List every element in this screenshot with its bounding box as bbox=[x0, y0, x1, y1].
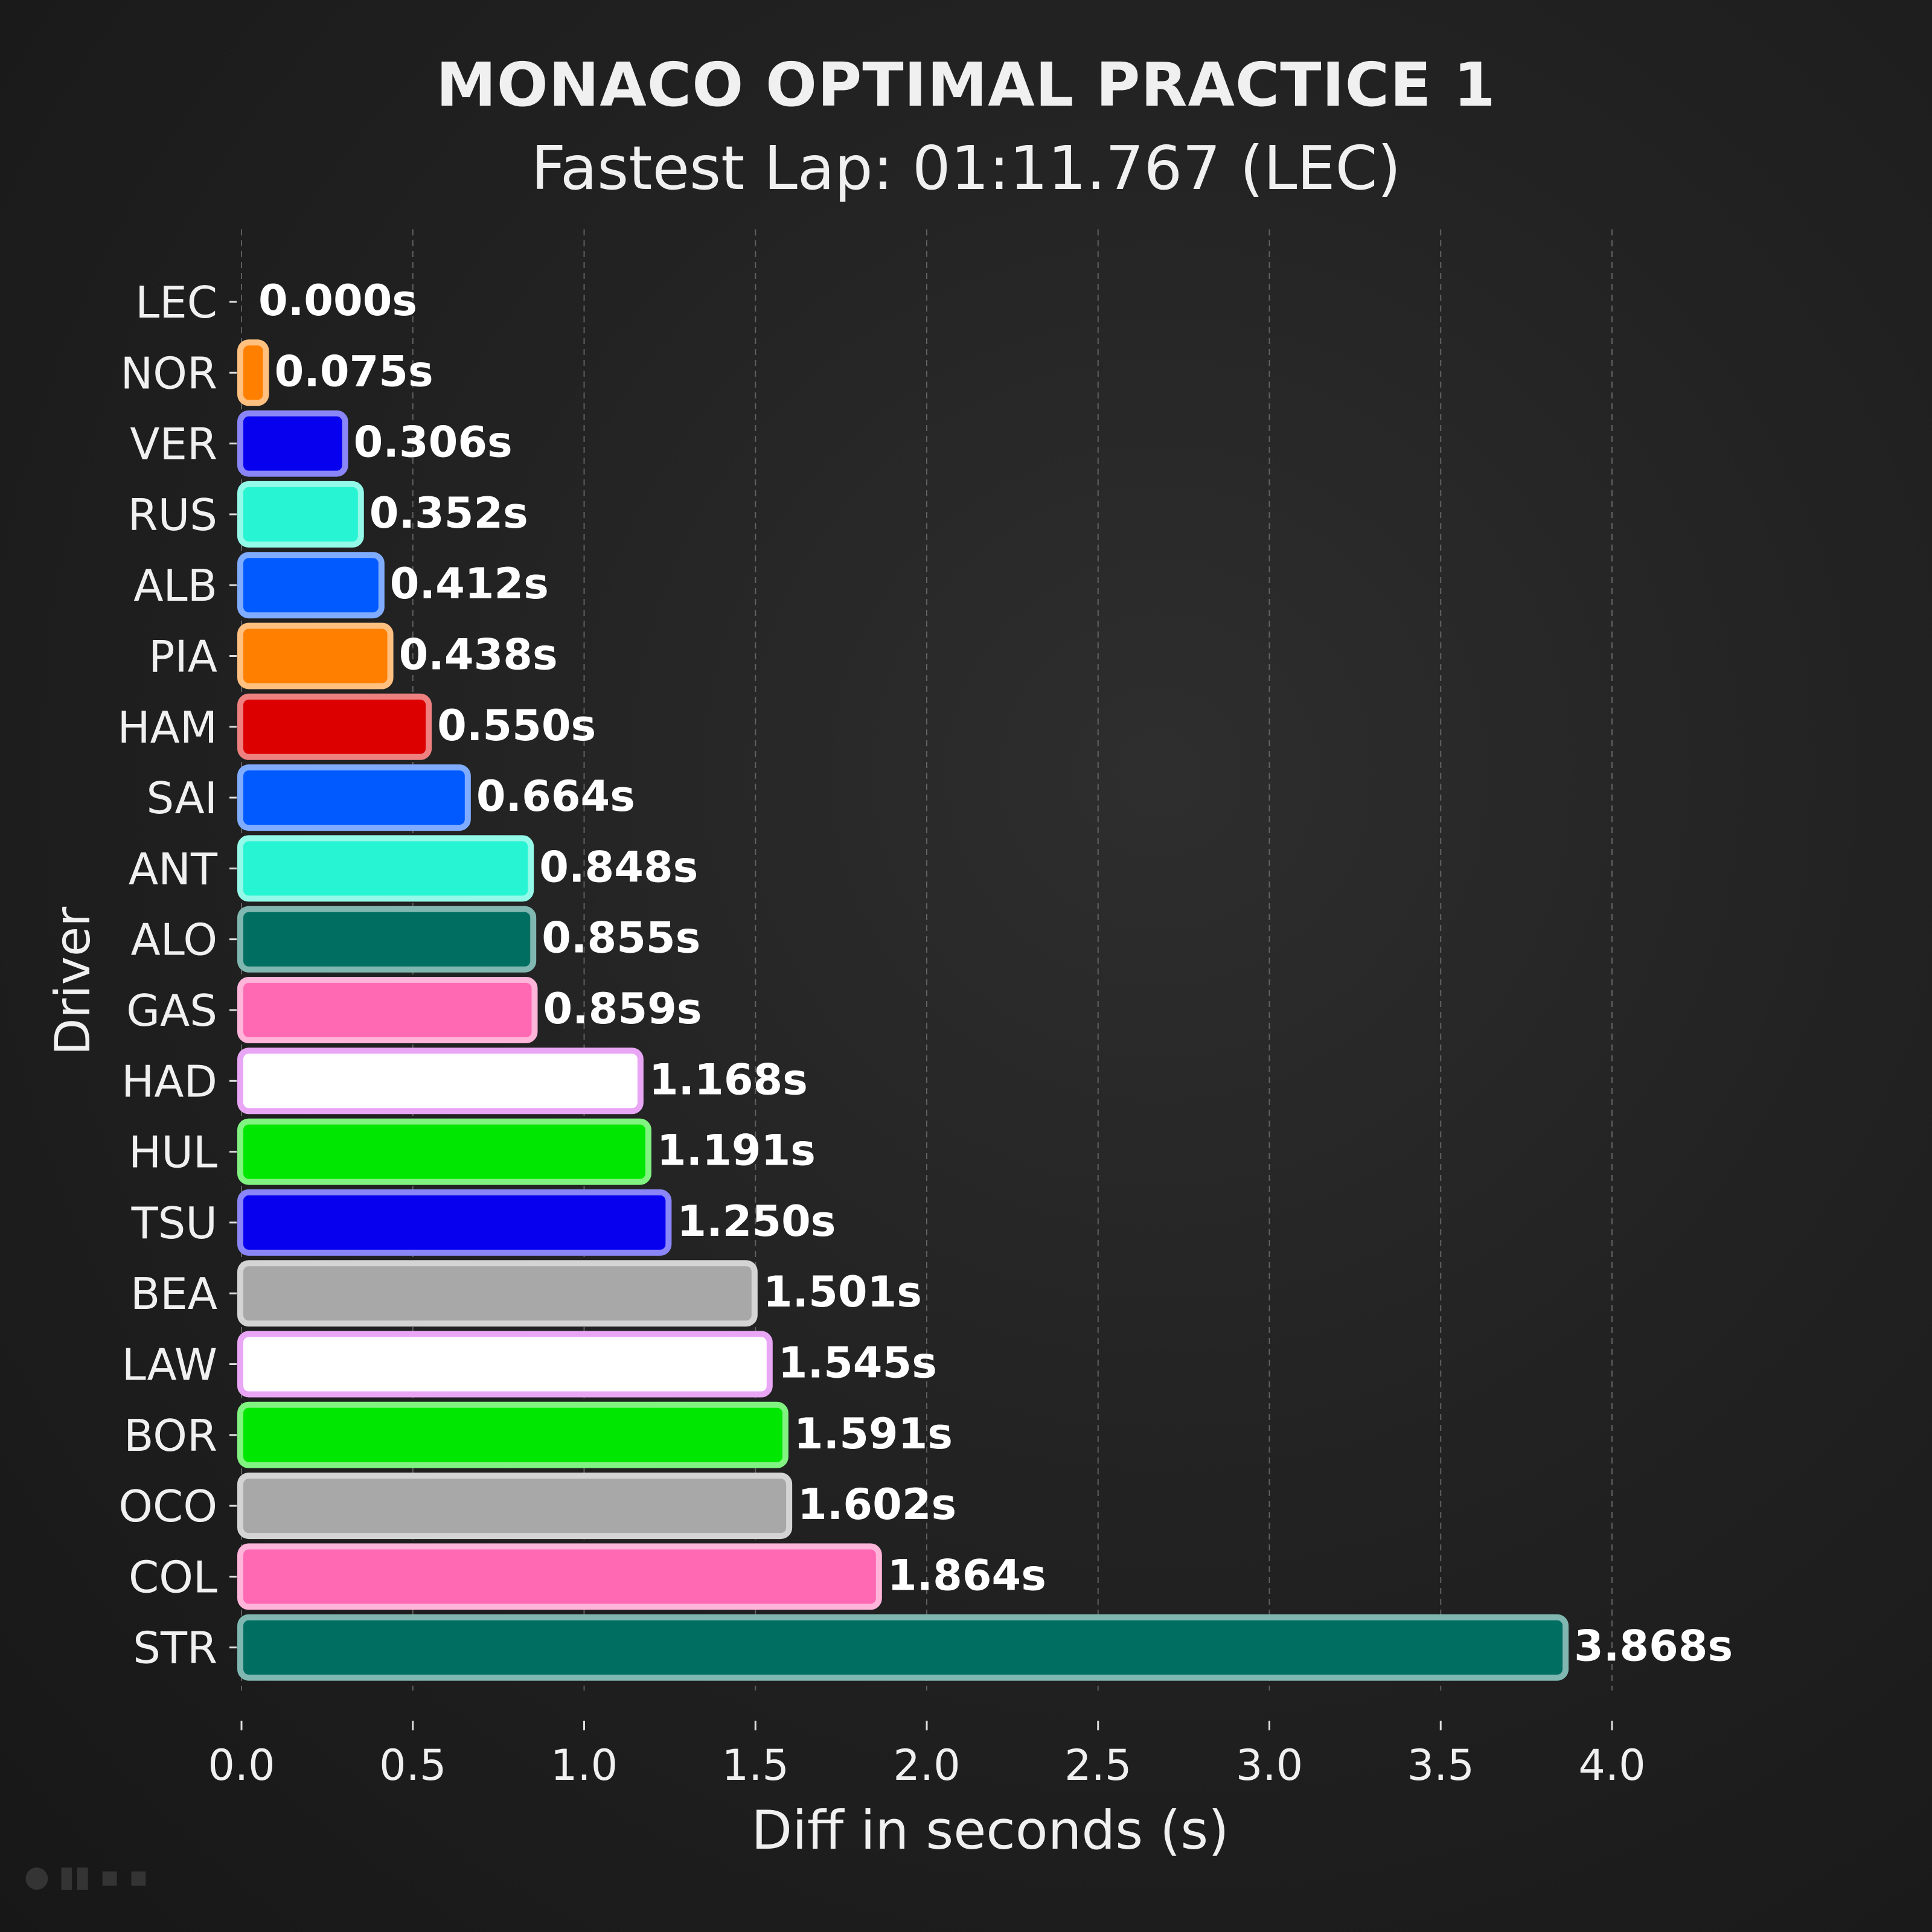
chart-title: MONACO OPTIMAL PRACTICE 1 bbox=[436, 50, 1496, 120]
bar-nor bbox=[237, 339, 269, 406]
value-label: 1.545s bbox=[778, 1339, 937, 1388]
bar-ant bbox=[237, 835, 534, 902]
bar-ham bbox=[237, 693, 432, 760]
y-tick-label: ANT bbox=[129, 843, 218, 894]
x-tick-label: 2.0 bbox=[893, 1741, 960, 1790]
value-label: 1.250s bbox=[677, 1197, 836, 1246]
value-label: 1.864s bbox=[888, 1550, 1046, 1600]
x-tick-label: 0.0 bbox=[208, 1741, 275, 1790]
y-tick-label: LAW bbox=[122, 1340, 217, 1390]
x-tick-label: 3.0 bbox=[1236, 1741, 1303, 1790]
value-label: 0.412s bbox=[390, 559, 549, 609]
value-label: 0.550s bbox=[437, 701, 596, 750]
y-tick-label: PIA bbox=[149, 632, 217, 682]
x-tick-label: 0.5 bbox=[379, 1741, 446, 1790]
value-label: 0.352s bbox=[369, 488, 528, 538]
bar-bea bbox=[237, 1260, 758, 1327]
value-label: 1.191s bbox=[657, 1126, 816, 1176]
value-label: 1.591s bbox=[794, 1409, 953, 1459]
bar-bor bbox=[237, 1401, 788, 1468]
y-tick-label: BOR bbox=[124, 1410, 217, 1461]
value-label: 0.075s bbox=[275, 347, 433, 396]
value-label: 0.664s bbox=[476, 772, 635, 821]
bar-hul bbox=[237, 1118, 651, 1185]
bar-rus bbox=[237, 481, 364, 548]
y-tick-label: LEC bbox=[135, 277, 217, 328]
chart-subtitle: Fastest Lap: 01:11.767 (LEC) bbox=[531, 133, 1401, 203]
bar-sai bbox=[237, 764, 471, 831]
y-tick-label: COL bbox=[129, 1552, 217, 1602]
y-tick-label: HUL bbox=[129, 1127, 217, 1178]
y-tick-label: SAI bbox=[146, 773, 217, 824]
y-tick-label: NOR bbox=[120, 348, 217, 398]
y-axis-title: Driver bbox=[45, 907, 101, 1055]
value-labels: 0.000s 0.075s 0.306s 0.352s 0.412s 0.438s 0.55… bbox=[258, 276, 1733, 1671]
value-label: 0.848s bbox=[539, 842, 698, 892]
bar-gas bbox=[237, 977, 538, 1043]
bar-law bbox=[237, 1331, 773, 1398]
value-label: 3.868s bbox=[1574, 1622, 1733, 1671]
bar-pia bbox=[237, 622, 394, 689]
bar-col bbox=[237, 1543, 882, 1610]
y-tick-label: BEA bbox=[130, 1268, 217, 1319]
value-label: 0.859s bbox=[543, 984, 702, 1034]
value-label: 0.855s bbox=[542, 913, 700, 963]
bar-str bbox=[237, 1614, 1569, 1681]
x-tick-label: 1.0 bbox=[551, 1741, 618, 1790]
value-label: 0.438s bbox=[399, 630, 558, 680]
value-label: 0.306s bbox=[354, 418, 513, 467]
y-tick-label: VER bbox=[130, 419, 217, 470]
y-tick-label: RUS bbox=[128, 490, 217, 540]
value-label: 0.000s bbox=[258, 276, 417, 325]
value-label: 1.168s bbox=[649, 1055, 808, 1104]
x-tick-label: 1.5 bbox=[722, 1741, 789, 1790]
bar-ver bbox=[237, 410, 348, 477]
y-tick-labels: LEC NOR VER RUS ALB PIA HAM SAI ANT ALO GAS HAD HUL T… bbox=[117, 277, 237, 1674]
y-tick-label: TSU bbox=[131, 1198, 217, 1249]
value-label: 1.602s bbox=[798, 1480, 956, 1529]
y-tick-label: OCO bbox=[118, 1481, 217, 1532]
value-label: 1.501s bbox=[763, 1267, 922, 1317]
x-tick-label: 3.5 bbox=[1407, 1741, 1474, 1790]
x-axis-title: Diff in seconds (s) bbox=[751, 1799, 1229, 1861]
y-tick-label: HAD bbox=[121, 1056, 217, 1107]
bars bbox=[237, 339, 1569, 1681]
y-tick-label: STR bbox=[133, 1623, 217, 1674]
watermark: ● ▮▮ ▪ ▪ bbox=[24, 1860, 149, 1893]
bar-alb bbox=[237, 552, 385, 619]
x-tick-labels: 0.0 0.5 1.0 1.5 2.0 2.5 3.0 3.5 4.0 bbox=[208, 1741, 1645, 1790]
y-tick-label: GAS bbox=[126, 985, 217, 1036]
y-tick-label: ALB bbox=[133, 560, 217, 611]
bar-oco bbox=[237, 1473, 793, 1540]
y-tick-label: ALO bbox=[131, 915, 217, 965]
y-tick-label: HAM bbox=[117, 702, 217, 753]
x-tick-label: 2.5 bbox=[1064, 1741, 1131, 1790]
bar-alo bbox=[237, 906, 537, 973]
x-tick-label: 4.0 bbox=[1578, 1741, 1645, 1790]
bar-had bbox=[237, 1048, 644, 1115]
bar-tsu bbox=[237, 1189, 672, 1256]
